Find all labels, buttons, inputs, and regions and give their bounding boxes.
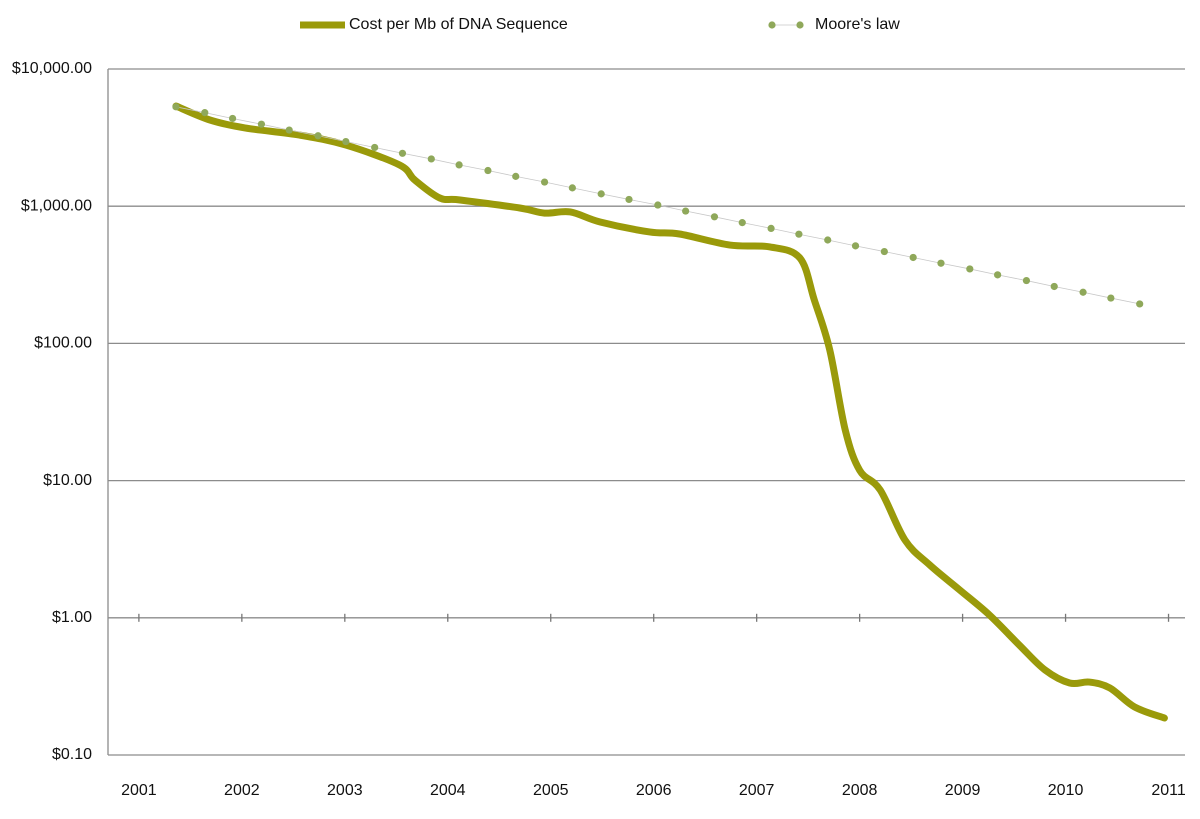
data-point <box>738 219 746 227</box>
legend-label: Cost per Mb of DNA Sequence <box>349 16 568 33</box>
data-point <box>568 184 576 192</box>
data-point <box>314 132 322 140</box>
data-point <box>597 190 605 198</box>
data-point <box>710 213 719 221</box>
x-tick-label: 2001 <box>121 782 157 799</box>
data-point <box>994 271 1002 279</box>
data-point <box>285 126 293 134</box>
y-tick-label: $10,000.00 <box>12 60 92 77</box>
data-point <box>257 120 266 128</box>
data-point <box>654 201 662 209</box>
data-point <box>1050 282 1058 291</box>
data-line <box>172 102 1168 722</box>
x-tick-label: 2010 <box>1048 782 1084 799</box>
data-point <box>201 109 209 117</box>
x-tick-label: 2003 <box>327 782 363 799</box>
y-tick-label: $0.10 <box>52 746 92 763</box>
data-point <box>342 137 350 146</box>
data-point <box>1107 294 1115 302</box>
y-tick-label: $1.00 <box>52 609 92 626</box>
data-point <box>540 178 549 186</box>
data-point <box>824 236 832 244</box>
x-tick-label: 2009 <box>945 782 981 799</box>
data-point <box>172 103 180 111</box>
data-point <box>880 247 888 256</box>
data-point <box>484 166 492 175</box>
x-tick-label: 2011 <box>1151 782 1186 799</box>
data-point <box>625 195 633 204</box>
data-point <box>1079 288 1087 296</box>
legend-swatch <box>768 21 776 29</box>
data-point <box>767 224 775 232</box>
data-point <box>512 172 520 180</box>
data-point <box>371 143 379 152</box>
legend-swatch <box>796 21 804 29</box>
x-tick-label: 2006 <box>636 782 672 799</box>
x-tick-label: 2007 <box>739 782 775 799</box>
x-tick-label: 2004 <box>430 782 466 799</box>
data-point <box>966 265 974 273</box>
data-point <box>398 149 407 157</box>
x-tick-label: 2008 <box>842 782 878 799</box>
x-tick-label: 2002 <box>224 782 260 799</box>
data-point <box>795 230 803 238</box>
data-point <box>1136 300 1144 308</box>
data-point <box>937 259 945 267</box>
data-point <box>427 155 435 163</box>
y-tick-label: $100.00 <box>34 335 92 352</box>
data-point <box>455 161 463 169</box>
data-point <box>682 207 690 215</box>
data-point <box>1022 276 1031 285</box>
x-tick-label: 2005 <box>533 782 569 799</box>
y-tick-label: $10.00 <box>43 472 92 489</box>
data-point <box>909 253 917 262</box>
data-point <box>228 114 237 123</box>
data-point <box>851 242 860 250</box>
legend-label: Moore's law <box>815 16 900 33</box>
y-tick-label: $1,000.00 <box>21 197 92 214</box>
